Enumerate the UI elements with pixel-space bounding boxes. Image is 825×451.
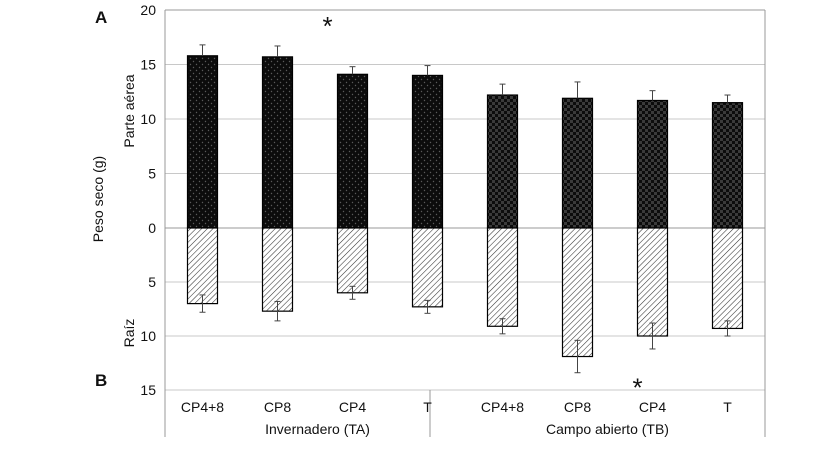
bar-bottom: [561, 227, 594, 358]
x-tick-label: CP4: [639, 399, 666, 415]
panel-label-a: A: [95, 8, 108, 27]
y-tick-label-top: 5: [148, 166, 156, 182]
bar-bottom: [336, 227, 369, 294]
bar-top: [486, 94, 519, 229]
x-tick-label: T: [423, 399, 432, 415]
bar-top: [411, 74, 444, 229]
x-tick-label: T: [723, 399, 732, 415]
y-tick-label-bottom: 10: [140, 328, 156, 344]
y-tick-label-top: 10: [140, 111, 156, 127]
bar-bottom: [636, 227, 669, 337]
y-axis-sublabel-bottom: Raíz: [121, 318, 137, 348]
chart-text: 0 5 10 15 20 5 10 15 CP4+8 CP8 CP4 T CP4+8 CP8 CP4 T Inv…: [140, 2, 732, 437]
y-tick-label-top: 20: [140, 2, 156, 18]
bar-bottom: [261, 227, 294, 312]
bar-top: [636, 99, 669, 229]
bar-bottom: [186, 227, 219, 305]
x-tick-label: CP8: [264, 399, 291, 415]
bar-top: [561, 97, 594, 229]
y-tick-label-bottom: 15: [140, 382, 156, 398]
bar-top: [711, 102, 744, 229]
y-axis-sublabel-top: Parte aérea: [121, 74, 137, 148]
bar-top: [186, 55, 219, 229]
bar-bottom: [711, 227, 744, 330]
bar-top: [336, 73, 369, 229]
significance-asterisk: *: [632, 373, 642, 403]
y-tick-label-top: 15: [140, 57, 156, 73]
y-tick-label-top: 0: [148, 220, 156, 236]
y-axis-label: Peso seco (g): [90, 155, 106, 243]
bar-bottom: [411, 227, 444, 308]
group-label: Campo abierto (TB): [546, 421, 669, 437]
y-tick-label-bottom: 5: [148, 274, 156, 290]
bars: [186, 44, 744, 374]
bar-top: [261, 56, 294, 229]
gridlines: [164, 9, 766, 437]
x-tick-label: CP4: [339, 399, 366, 415]
x-tick-label: CP4+8: [481, 399, 524, 415]
group-label: Invernadero (TA): [265, 421, 370, 437]
bar-bottom: [486, 227, 519, 327]
x-tick-label: CP4+8: [181, 399, 224, 415]
panel-label-b: B: [95, 371, 108, 390]
significance-asterisk: *: [322, 11, 332, 41]
x-tick-label: CP8: [564, 399, 591, 415]
